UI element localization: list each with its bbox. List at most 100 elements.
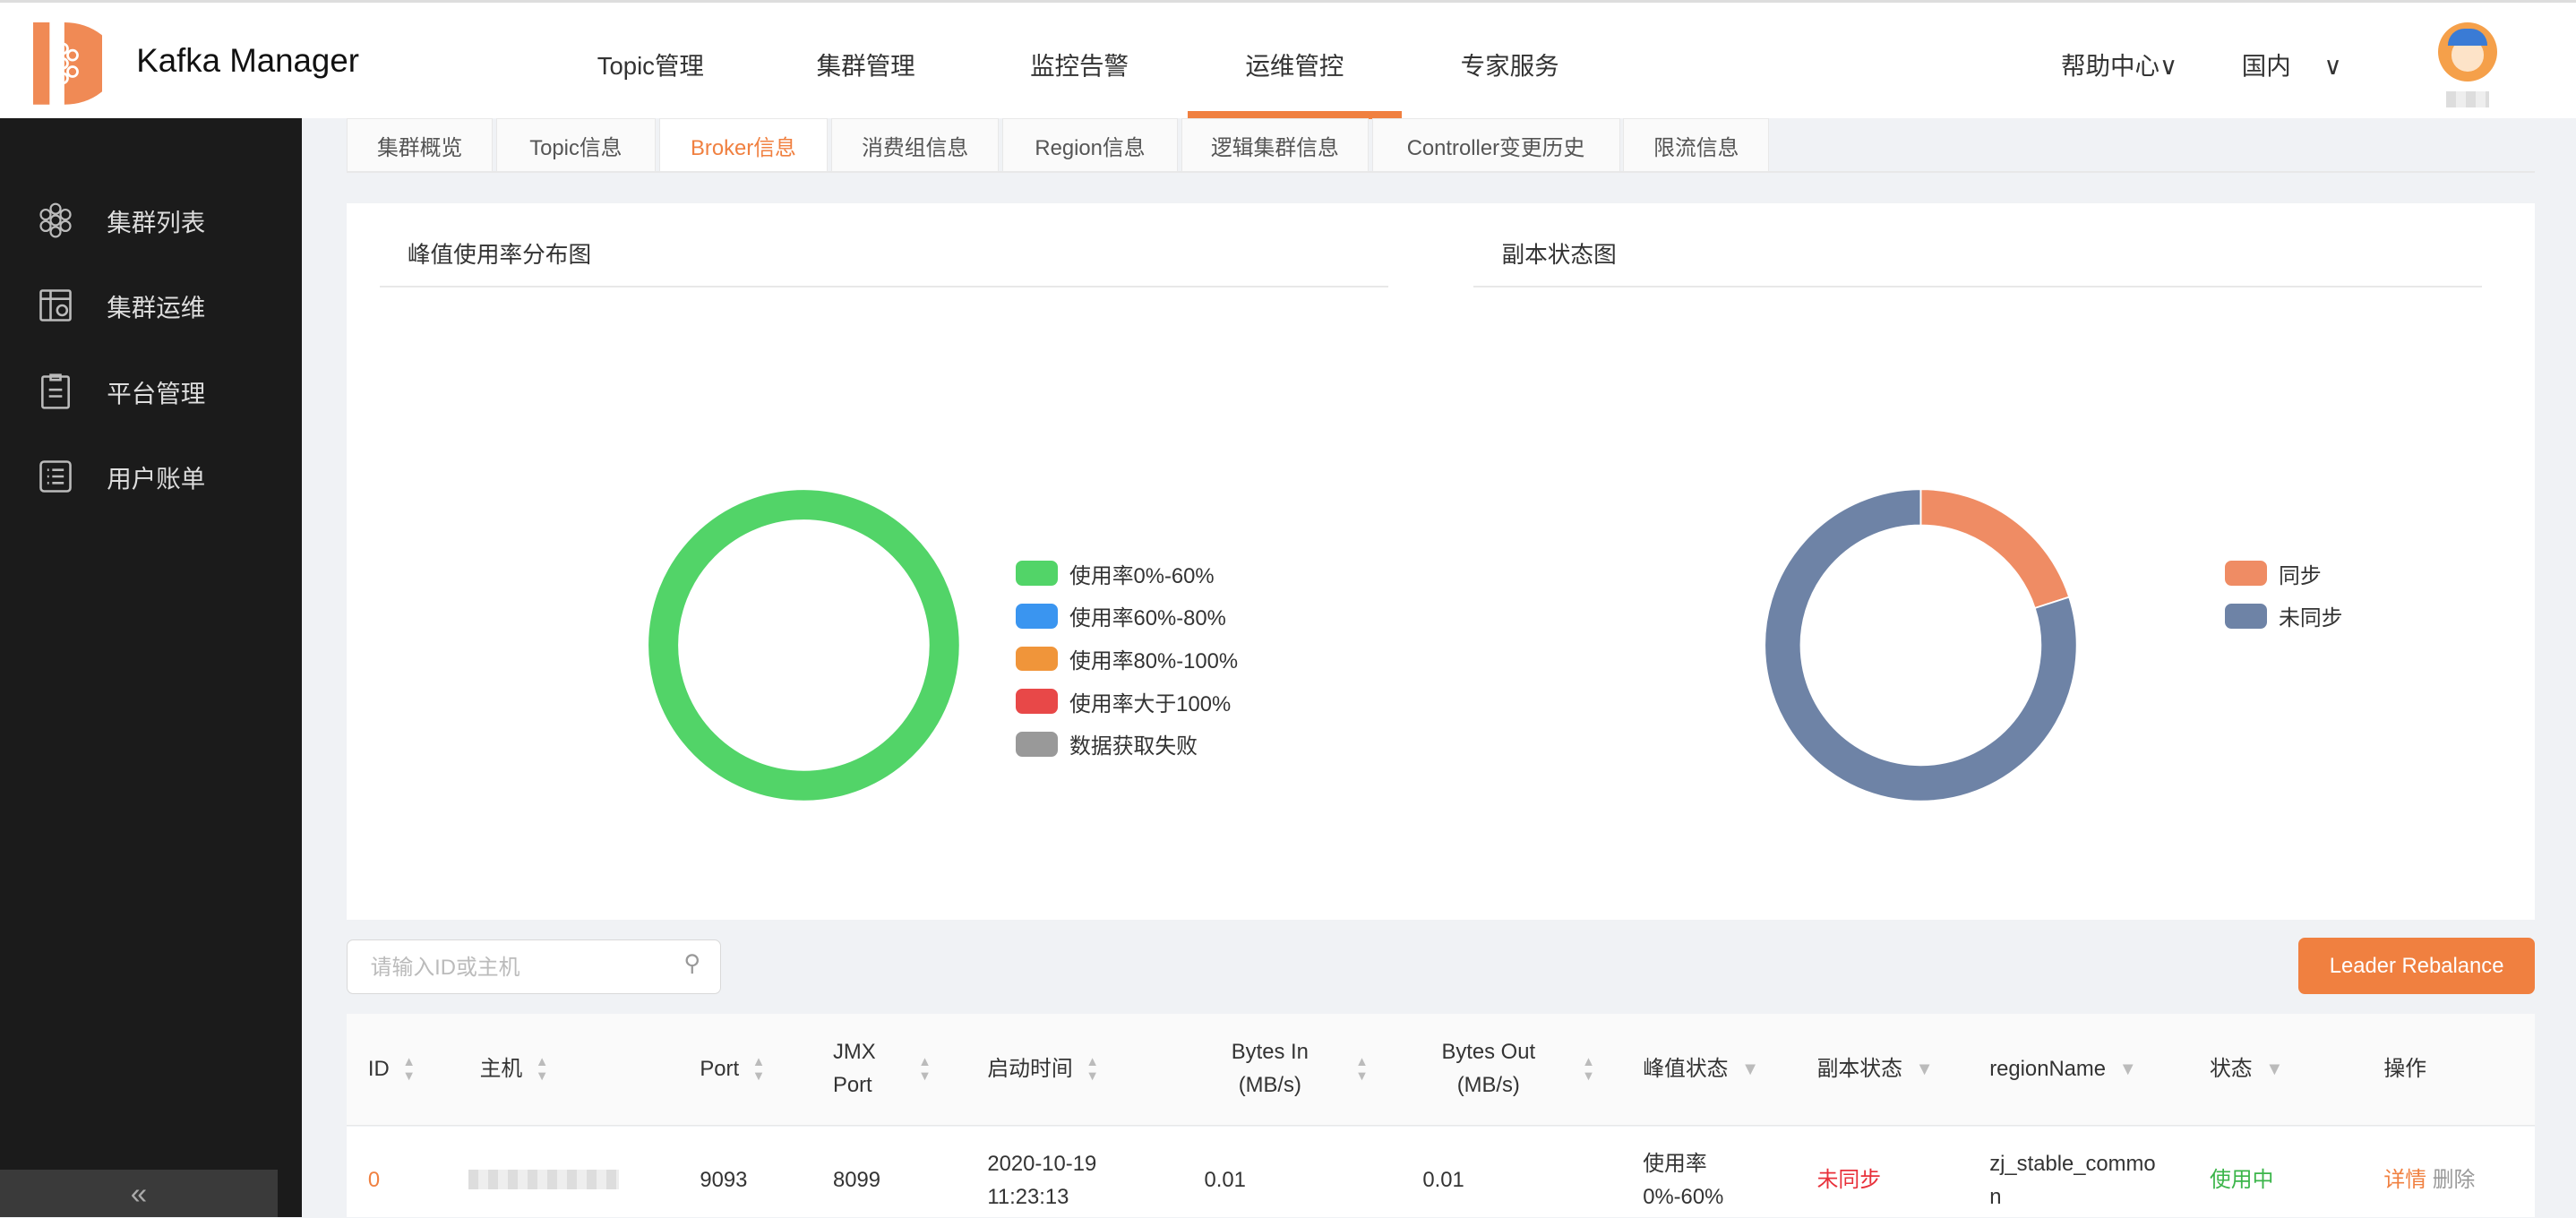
legend-item[interactable]: 使用率大于100% <box>1015 687 1239 716</box>
legend-item[interactable]: 同步 <box>2224 559 2343 588</box>
peak-legend: 使用率0%-60% 使用率60%-80% 使用率80%-100% 使用率大于10… <box>1015 559 1239 759</box>
sort-icon[interactable]: ▲ ▼ <box>1582 1054 1595 1085</box>
legend-swatch <box>2224 561 2268 586</box>
legend-swatch <box>1015 689 1059 714</box>
help-center-menu[interactable]: 帮助中心∨ <box>2061 46 2177 81</box>
search-input[interactable] <box>367 953 670 982</box>
detail-link[interactable]: 详情 <box>2383 1168 2427 1193</box>
legend-item[interactable]: 未同步 <box>2224 601 2343 631</box>
col-jmx-port[interactable]: JMX Port ▲ ▼ <box>833 1036 932 1102</box>
sidebar-item-cluster-ops[interactable]: 集群运维 <box>36 286 205 325</box>
clipboard-icon <box>41 373 71 409</box>
nav-active-indicator <box>1188 111 1402 120</box>
filter-icon[interactable]: ▼ <box>1741 1059 1760 1079</box>
col-host[interactable]: 主机 ▲ ▼ <box>480 1053 549 1086</box>
region-label: 国内 <box>2241 51 2291 80</box>
tab-topic[interactable]: Topic信息 <box>495 118 656 173</box>
divider <box>379 286 1388 287</box>
filter-icon[interactable]: ▼ <box>1915 1059 1934 1079</box>
legend-swatch <box>1015 561 1059 586</box>
legend-label: 同步 <box>2279 563 2322 588</box>
col-bytes-in[interactable]: Bytes In (MB/s) ▲ ▼ <box>1204 1036 1369 1102</box>
sort-icon[interactable]: ▲ ▼ <box>918 1054 932 1085</box>
legend-label: 使用率大于100% <box>1069 691 1232 716</box>
tab-overview[interactable]: 集群概览 <box>347 118 494 173</box>
col-label: Bytes Out (MB/s) <box>1441 1040 1536 1098</box>
app-title: Kafka Manager <box>136 42 359 80</box>
sidebar-label: 集群运维 <box>107 294 206 322</box>
legend-label: 使用率60%-80% <box>1069 606 1226 631</box>
col-status[interactable]: 状态 ▼ <box>2210 1053 2283 1086</box>
nav-expert[interactable]: 专家服务 <box>1460 51 1559 80</box>
legend-item[interactable]: 使用率60%-80% <box>1015 601 1239 631</box>
sort-icon[interactable]: ▲ ▼ <box>1355 1054 1369 1085</box>
sidebar-item-platform[interactable]: 平台管理 <box>36 372 205 411</box>
filter-icon[interactable]: ▼ <box>2265 1059 2284 1079</box>
broker-id-link[interactable]: 0 <box>367 1168 381 1193</box>
cell-region-name: zj_stable_commo n <box>1989 1152 2156 1209</box>
donut-slice[interactable] <box>1764 488 2078 802</box>
tab-throttle[interactable]: 限流信息 <box>1623 118 1770 173</box>
col-id[interactable]: ID ▲ ▼ <box>368 1053 416 1086</box>
tab-consumer-group[interactable]: 消费组信息 <box>831 118 1000 173</box>
legend-label: 未同步 <box>2279 606 2343 631</box>
nav-ops[interactable]: 运维管控 <box>1245 51 1344 80</box>
col-label: 主机 <box>479 1056 523 1081</box>
peak-donut-chart <box>646 488 961 802</box>
col-bytes-out[interactable]: Bytes Out (MB/s) ▲ ▼ <box>1414 1036 1595 1102</box>
legend-label: 使用率80%-100% <box>1069 648 1239 673</box>
legend-item[interactable]: 使用率0%-60% <box>1015 559 1239 588</box>
user-name-blurred <box>2446 91 2489 108</box>
replica-donut-chart <box>1764 488 2078 802</box>
replica-legend: 同步 未同步 <box>2224 559 2343 631</box>
host-blurred <box>468 1169 620 1189</box>
legend-swatch <box>1015 604 1059 629</box>
leader-rebalance-button[interactable]: Leader Rebalance <box>2298 938 2536 994</box>
sidebar-item-billing[interactable]: 用户账单 <box>36 457 205 496</box>
col-label: ID <box>367 1056 390 1081</box>
col-label: Bytes In (MB/s) <box>1231 1040 1309 1098</box>
sort-icon[interactable]: ▲ ▼ <box>535 1054 549 1085</box>
nav-monitor[interactable]: 监控告警 <box>1030 51 1129 80</box>
cell-port: 9093 <box>700 1168 748 1193</box>
tab-divider <box>347 170 2536 173</box>
col-label: JMX Port <box>832 1040 876 1098</box>
avatar[interactable] <box>2437 22 2497 82</box>
col-replica-status[interactable]: 副本状态 ▼ <box>1817 1053 1934 1086</box>
tab-logical-cluster[interactable]: 逻辑集群信息 <box>1181 118 1369 173</box>
cell-jmx-port: 8099 <box>832 1168 880 1193</box>
sort-icon[interactable]: ▲ ▼ <box>402 1054 416 1085</box>
sidebar-item-cluster-list[interactable]: 集群列表 <box>36 201 205 240</box>
sidebar-label: 集群列表 <box>107 208 206 236</box>
chevron-down-icon: ∨ <box>2160 51 2178 80</box>
legend-item[interactable]: 数据获取失败 <box>1015 729 1239 759</box>
top-header: Kafka Manager Topic管理 集群管理 监控告警 运维管控 专家服… <box>0 0 2576 120</box>
col-label: Port <box>700 1056 740 1081</box>
delete-link[interactable]: 删除 <box>2432 1168 2476 1193</box>
col-port[interactable]: Port ▲ ▼ <box>700 1053 765 1086</box>
tab-region[interactable]: Region信息 <box>1001 118 1179 173</box>
search-box[interactable]: ⚲ <box>347 939 722 994</box>
sort-icon[interactable]: ▲ ▼ <box>1086 1054 1099 1085</box>
col-region-name[interactable]: regionName ▼ <box>1989 1053 2136 1086</box>
donut-slice[interactable] <box>1919 488 2071 610</box>
hexagon-grid-icon <box>39 202 72 238</box>
tab-controller-history[interactable]: Controller变更历史 <box>1371 118 1620 173</box>
legend-swatch <box>2224 604 2268 629</box>
nav-cluster[interactable]: 集群管理 <box>816 51 915 80</box>
search-icon[interactable]: ⚲ <box>683 951 701 977</box>
nav-topic[interactable]: Topic管理 <box>597 51 704 80</box>
region-select[interactable]: 国内 ∨ <box>2242 46 2342 81</box>
filter-icon[interactable]: ▼ <box>2118 1059 2137 1079</box>
replica-chart-title: 副本状态图 <box>1501 243 1617 269</box>
tab-broker[interactable]: Broker信息 <box>658 118 829 173</box>
sort-icon[interactable]: ▲ ▼ <box>751 1054 766 1085</box>
donut-slice[interactable] <box>646 488 961 802</box>
col-label: 启动时间 <box>987 1056 1073 1081</box>
legend-item[interactable]: 使用率80%-100% <box>1015 644 1239 673</box>
col-peak-status[interactable]: 峰值状态 ▼ <box>1643 1053 1759 1086</box>
col-start-time[interactable]: 启动时间 ▲ ▼ <box>987 1053 1099 1086</box>
col-label: 副本状态 <box>1816 1056 1902 1081</box>
cell-start-time: 2020-10-19 11:23:13 <box>987 1152 1097 1209</box>
sidebar-collapse-button[interactable]: « <box>0 1169 278 1218</box>
